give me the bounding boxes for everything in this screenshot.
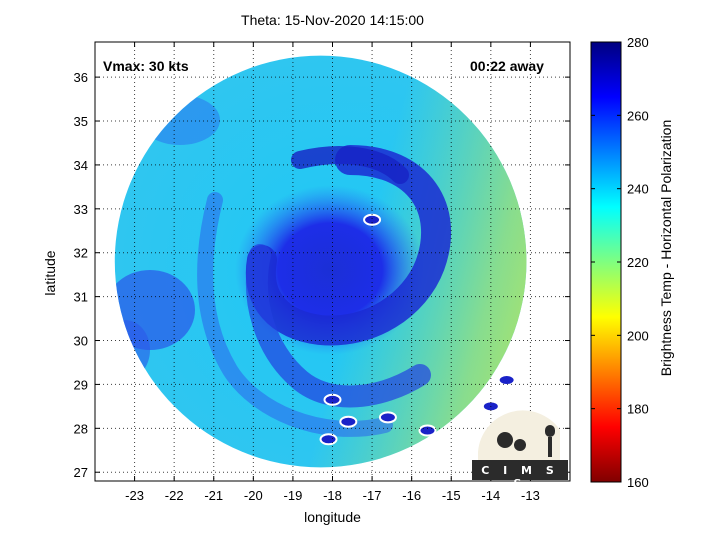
colorbar — [590, 41, 622, 483]
y-tick-label: 33 — [74, 202, 88, 217]
x-tick-label: -15 — [442, 488, 461, 503]
x-tick-label: -14 — [481, 488, 500, 503]
x-axis: -23 -22 -21 -20 -19 -18 -17 -16 -15 -14 -13 — [125, 42, 540, 503]
island-3 — [378, 411, 397, 424]
x-tick-label: -16 — [402, 488, 421, 503]
colorbar-ticks: 160 180 200 220 240 260 280 — [591, 35, 649, 490]
x-tick-label: -23 — [125, 488, 144, 503]
x-axis-label: longitude — [304, 509, 361, 525]
y-tick-label: 31 — [74, 290, 88, 305]
spiral-band-north — [291, 146, 409, 184]
colorbar-tick-label: 240 — [627, 182, 649, 197]
brightness-swath — [114, 55, 527, 468]
spiral-band-outer — [246, 244, 431, 408]
time-away-annotation: 00:22 away — [470, 58, 544, 74]
island-4 — [418, 424, 437, 437]
x-tick-label: -20 — [244, 488, 263, 503]
y-tick-label: 30 — [74, 334, 88, 349]
colorbar-tick-label: 160 — [627, 475, 649, 490]
y-tick-label: 28 — [74, 421, 88, 436]
colorbar-tick-label: 200 — [627, 328, 649, 343]
y-tick-label: 29 — [74, 377, 88, 392]
y-tick-label: 35 — [74, 114, 88, 129]
x-tick-label: -18 — [323, 488, 342, 503]
vmax-annotation: Vmax: 30 kts — [103, 58, 189, 74]
y-tick-label: 34 — [74, 158, 88, 173]
colorbar-tick-label: 180 — [627, 402, 649, 417]
logo-tower-icon — [545, 425, 555, 437]
logo-tower-leg-icon — [548, 437, 552, 457]
colorbar-tick-label: 220 — [627, 255, 649, 270]
logo-text: C I M S S — [481, 464, 559, 490]
y-tick-label: 36 — [74, 70, 88, 85]
island-6 — [497, 374, 516, 387]
logo-bar — [472, 460, 568, 480]
x-tick-label: -19 — [284, 488, 303, 503]
x-tick-label: -22 — [165, 488, 184, 503]
y-tick-label: 27 — [74, 465, 88, 480]
colorbar-tick-label: 260 — [627, 108, 649, 123]
logo-dish-icon — [497, 432, 513, 448]
island-2 — [339, 415, 358, 428]
x-tick-label: -17 — [363, 488, 382, 503]
x-tick-label: -13 — [521, 488, 540, 503]
logo-dish-icon-2 — [514, 439, 526, 451]
island-0 — [363, 213, 382, 226]
y-axis: 27 28 29 30 31 32 33 34 35 36 — [74, 70, 570, 480]
y-tick-label: 32 — [74, 246, 88, 261]
chart-title: Theta: 15-Nov-2020 14:15:00 — [241, 12, 424, 28]
island-7 — [319, 433, 338, 446]
spiral-band-inner — [245, 145, 452, 346]
island-1 — [323, 393, 342, 406]
y-axis-label: latitude — [42, 250, 58, 296]
spiral-band-south — [197, 192, 393, 437]
cimss-logo — [472, 410, 568, 480]
colorbar-tick-label: 280 — [627, 35, 649, 50]
x-tick-label: -21 — [204, 488, 223, 503]
colorbar-label: Brightness Temp - Horizontal Polarizatio… — [658, 119, 674, 377]
